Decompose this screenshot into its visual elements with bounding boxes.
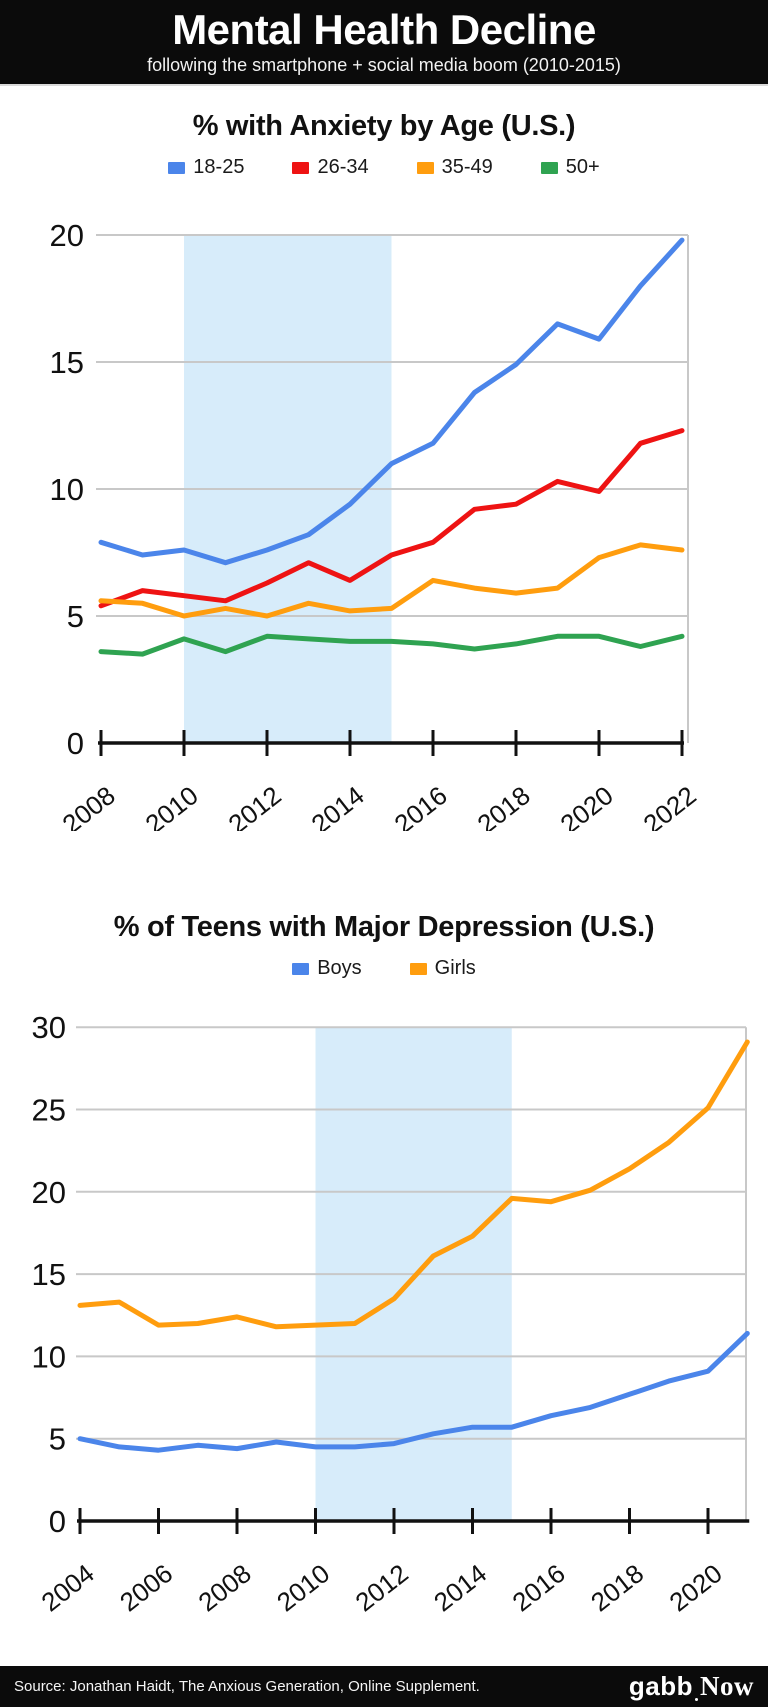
series-line-Girls [77,1039,750,1330]
legend-item-18-25: 18-25 [168,156,244,179]
x-tick-label-2006: 2006 [114,1558,178,1617]
series-line-18-25 [98,237,685,566]
x-tick-label-2016: 2016 [389,780,453,831]
y-tick-label-15: 15 [50,345,84,380]
y-tick-label-10: 10 [32,1339,66,1374]
chart2-teen-depression: 2004 2006 2008 2010 2012 2014 2016 2018 2020 0 5 10… [32,1010,750,1617]
legend-swatch-icon [168,161,186,174]
logo-now-text: Now [700,1671,754,1701]
x-tick-label-2018: 2018 [585,1558,649,1617]
chart1-legend: 18-25 26-34 35-49 50+ [0,156,768,179]
x-tick-label-2010: 2010 [140,780,204,831]
legend-item-35-49: 35-49 [416,156,493,179]
y-tick-label-0: 0 [67,726,84,761]
y-tick-label-5: 5 [49,1422,66,1457]
series-line-26-34 [98,428,685,609]
x-tick-label-2008: 2008 [193,1558,257,1617]
chart1-anxiety-by-age: 2008 2010 2012 2014 2016 2018 2020 2022 0 5 10 15 20 [50,218,702,831]
series-line-Boys [77,1330,750,1453]
x-tick-label-2014: 2014 [428,1558,492,1617]
series-line-35-49 [98,542,685,619]
page-title: Mental Health Decline [172,6,596,54]
y-tick-label-10: 10 [50,472,84,507]
legend-label: 35-49 [441,156,493,178]
legend-item-Girls: Girls [409,957,476,980]
legend-label: 26-34 [317,156,369,178]
y-tick-label-25: 25 [32,1093,66,1128]
gabb-now-logo: gabb Now [629,1671,754,1702]
x-tick-label-2020: 2020 [555,780,619,831]
legend-label: Girls [434,957,476,979]
x-tick-label-2008: 2008 [57,780,121,831]
y-tick-label-0: 0 [49,1504,66,1539]
legend-item-Boys: Boys [292,957,362,980]
chart2-legend: Boys Girls [0,957,768,980]
header: Mental Health Decline following the smar… [0,0,768,86]
x-tick-label-2012: 2012 [350,1558,414,1617]
page-subtitle: following the smartphone + social media … [147,54,621,75]
y-tick-label-15: 15 [32,1257,66,1292]
y-tick-label-20: 20 [50,218,84,253]
legend-swatch-icon [409,962,427,975]
x-tick-label-2004: 2004 [36,1558,100,1617]
y-tick-label-30: 30 [32,1010,66,1045]
legend-label: 50+ [565,156,600,178]
legend-label: Boys [317,957,362,979]
legend-label: 18-25 [193,156,245,178]
source-text: Source: Jonathan Haidt, The Anxious Gene… [14,1678,480,1695]
legend-swatch-icon [540,161,558,174]
chart2-title: % of Teens with Major Depression (U.S.) [113,911,655,943]
legend-swatch-icon [292,962,310,975]
legend-swatch-icon [292,161,310,174]
legend-swatch-icon [416,161,434,174]
logo-gabb-text: gabb [628,1671,693,1701]
chart1-title: % with Anxiety by Age (U.S.) [192,110,576,142]
x-tick-label-2020: 2020 [664,1558,728,1617]
footer: Source: Jonathan Haidt, The Anxious Gene… [0,1666,768,1707]
y-tick-label-20: 20 [32,1175,66,1210]
x-tick-label-2010: 2010 [271,1558,335,1617]
x-tick-label-2012: 2012 [223,780,287,831]
x-tick-label-2016: 2016 [507,1558,571,1617]
x-tick-label-2018: 2018 [472,780,536,831]
y-tick-label-5: 5 [67,599,84,634]
legend-item-26-34: 26-34 [292,156,369,179]
x-tick-label-2022: 2022 [638,780,702,831]
legend-item-50+: 50+ [540,156,600,179]
x-tick-label-2014: 2014 [306,780,370,831]
series-line-50+ [98,633,685,657]
logo-dot-icon [695,1698,698,1701]
